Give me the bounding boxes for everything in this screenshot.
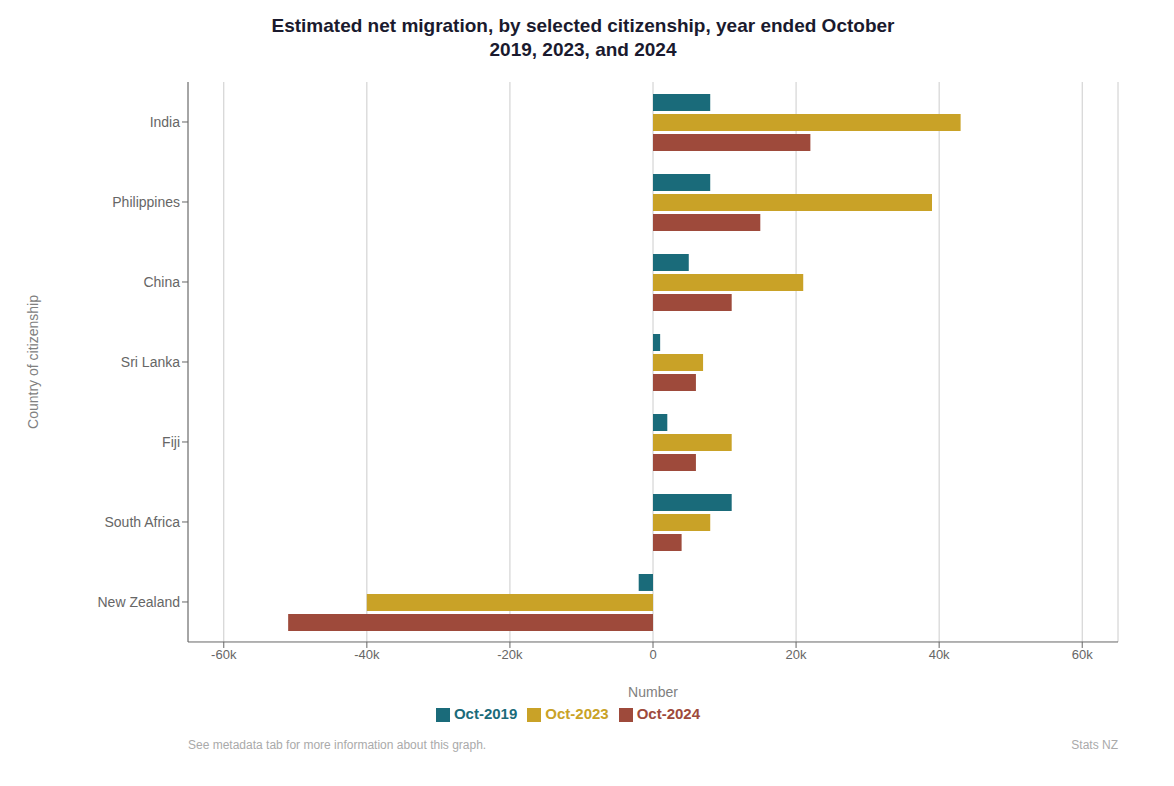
svg-text:India: India	[150, 114, 181, 130]
svg-text:-60k: -60k	[211, 647, 237, 662]
svg-text:40k: 40k	[929, 647, 950, 662]
svg-text:-40k: -40k	[354, 647, 380, 662]
svg-text:Fiji: Fiji	[162, 434, 180, 450]
html-text:Oct-2019: Oct-2019	[453, 705, 518, 722]
svg-text:China: China	[143, 274, 180, 290]
svg-text:0: 0	[649, 647, 656, 662]
svg-text:Philippines: Philippines	[112, 194, 180, 210]
html-text:Stats NZ: Stats NZ	[1071, 738, 1118, 752]
svg-text:Country of citizenship: Country of citizenship	[25, 295, 41, 429]
svg-text:South Africa: South Africa	[105, 514, 181, 530]
html-text:Estimated net migration, by se: Estimated net migration, by selected cit…	[271, 15, 895, 36]
svg-text:Sri Lanka: Sri Lanka	[121, 354, 180, 370]
html-text:See metadata tab for more info: See metadata tab for more information ab…	[188, 738, 487, 752]
svg-text:New Zealand: New Zealand	[98, 594, 181, 610]
svg-text:20k: 20k	[786, 647, 807, 662]
svg-text:-20k: -20k	[497, 647, 523, 662]
html-text:2019, 2023, and 2024: 2019, 2023, and 2024	[489, 39, 677, 60]
html-text:Oct-2024: Oct-2024	[636, 705, 701, 722]
html-text:Oct-2023: Oct-2023	[545, 705, 609, 722]
svg-text:Number: Number	[628, 684, 678, 700]
svg-text:60k: 60k	[1072, 647, 1093, 662]
